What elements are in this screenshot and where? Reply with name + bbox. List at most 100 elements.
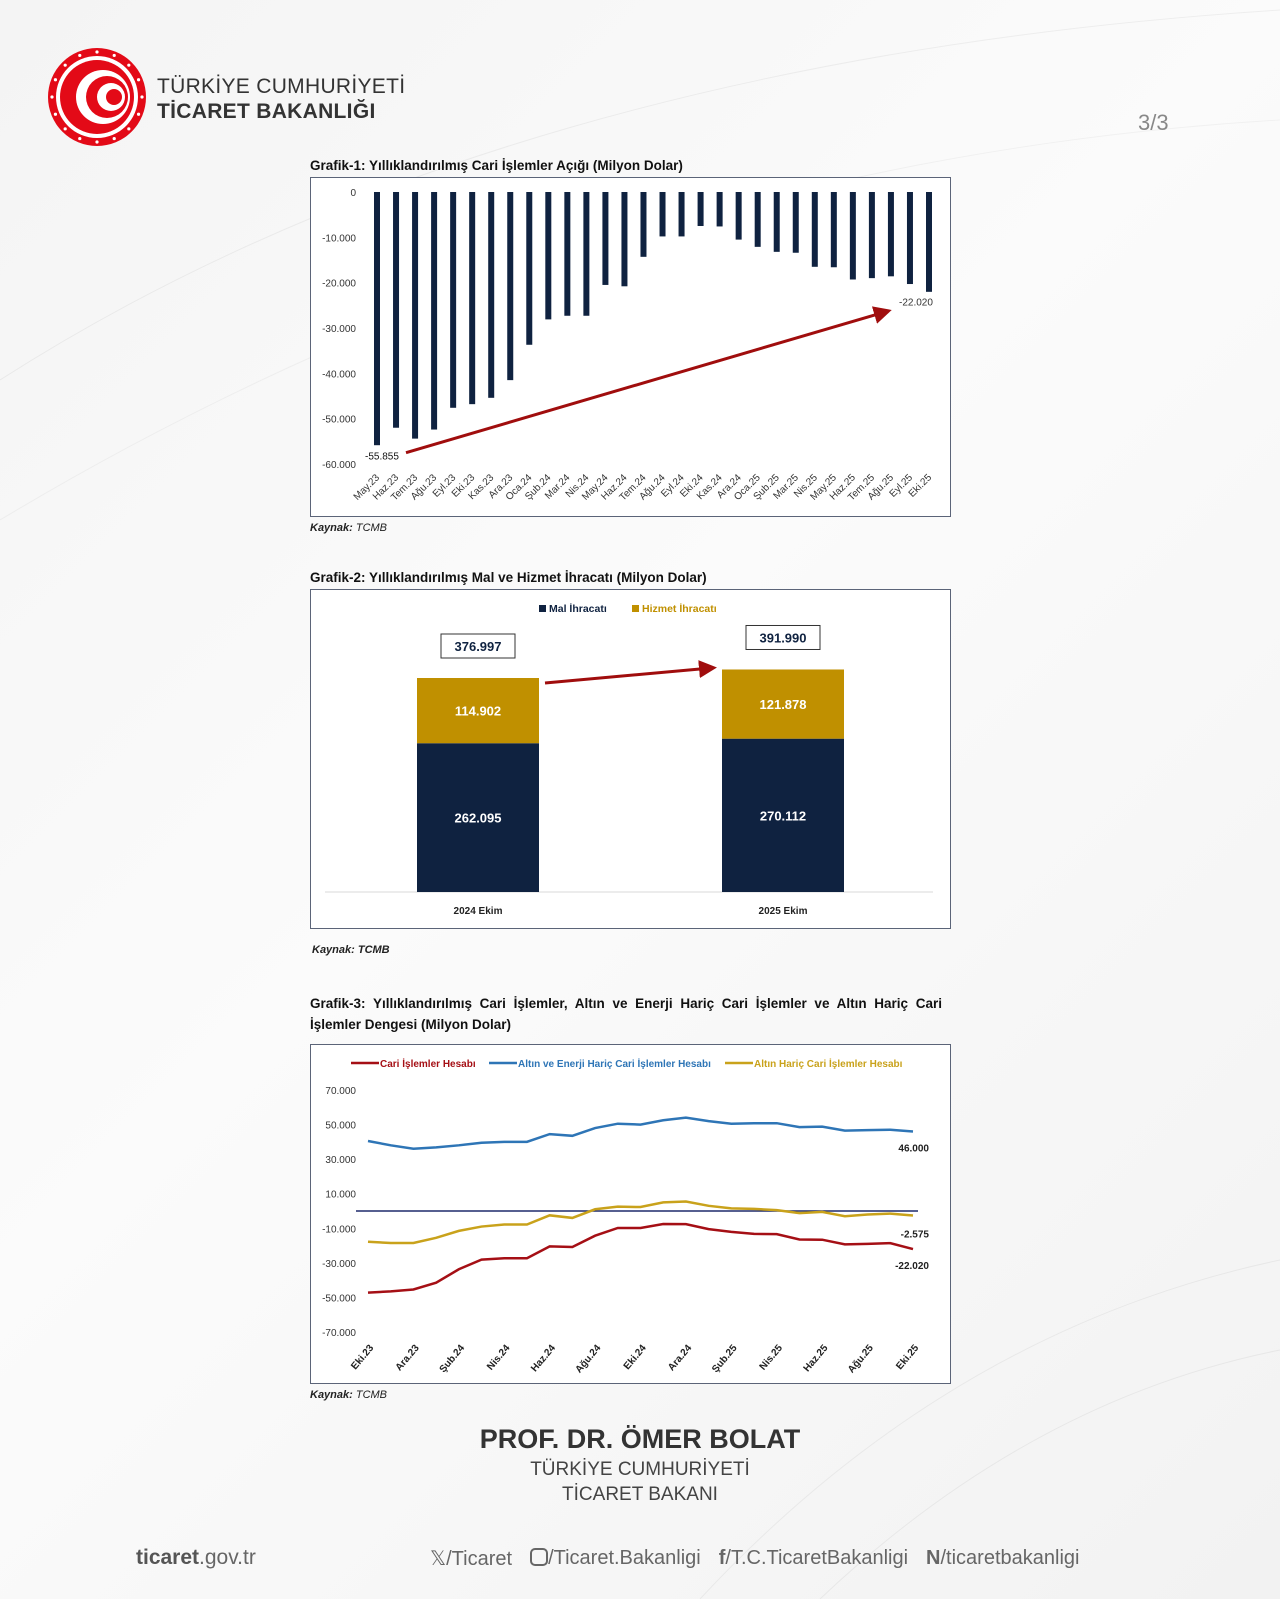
y-tick-label: -50.000	[322, 1293, 356, 1304]
emblem-star	[140, 95, 144, 99]
bar	[678, 192, 685, 237]
x-tick-label: Eki.23	[349, 1343, 376, 1373]
x-tick-label: Ağu.24	[574, 1343, 604, 1376]
bar-segment	[417, 743, 539, 892]
chart3-svg: 70.000 50.000 30.000 10.000 -10.000 -30.000 -5…	[322, 1057, 930, 1376]
instagram-link[interactable]: /Ticaret.Bakanligi	[530, 1547, 701, 1570]
emblem-star	[112, 53, 116, 58]
bar-segment	[722, 738, 844, 892]
bar	[545, 192, 552, 320]
x-tick-label: Haz.24	[529, 1343, 558, 1375]
emblem-star	[78, 136, 82, 141]
bar	[621, 192, 628, 287]
bar-segment	[722, 669, 844, 739]
nsosyal-link[interactable]: N/ticaretbakanligi	[926, 1547, 1079, 1570]
y-tick-label: 30.000	[325, 1155, 356, 1166]
legend-label: Cari İşlemler Hesabı	[380, 1057, 476, 1070]
x-handle: /Ticaret	[446, 1548, 513, 1570]
ministry-emblem-logo	[48, 48, 146, 146]
bar	[868, 192, 875, 279]
minister-name: PROF. DR. ÖMER BOLAT	[479, 1424, 801, 1454]
bar	[849, 192, 856, 280]
chart3-source: Kaynak: TCMB	[310, 1389, 387, 1401]
chart1-svg: 0 -10.000 -20.000 -30.000 -40.000 -50.000 -60.…	[322, 188, 934, 503]
total-box	[745, 624, 821, 650]
x-icon: 𝕏	[430, 1548, 447, 1570]
bar	[526, 192, 533, 345]
page-number: 3/3	[1138, 110, 1169, 135]
chart1-frame: 0 -10.000 -20.000 -30.000 -40.000 -50.000 -60.…	[310, 177, 951, 517]
bar	[507, 192, 514, 381]
bar	[754, 192, 761, 247]
chart2-source: Kaynak: TCMB	[312, 944, 390, 956]
x-link[interactable]: 𝕏/Ticaret	[430, 1546, 512, 1571]
chart2-frame: Mal İhracatı Hizmet İhracatı 262.095 114.90…	[310, 589, 951, 929]
instagram-handle: /Ticaret.Bakanligi	[548, 1547, 701, 1569]
end-value-label: -22.020	[895, 1261, 929, 1272]
y-tick-label: 70.000	[325, 1086, 356, 1097]
site-rest: .gov.tr	[199, 1546, 256, 1569]
legend-swatch	[539, 605, 546, 612]
y-tick-label: -40.000	[322, 369, 356, 380]
growth-arrow	[544, 660, 717, 685]
bar	[697, 192, 704, 226]
legend-swatch	[632, 605, 639, 612]
bar	[640, 192, 647, 257]
end-value-label: -2.575	[901, 1229, 930, 1240]
emblem-star	[136, 112, 141, 116]
y-tick-label: 50.000	[325, 1121, 356, 1132]
y-tick-label: -10.000	[322, 233, 356, 244]
y-tick-label: 0	[350, 188, 356, 199]
x-tick-label: Eki.25	[894, 1343, 921, 1373]
facebook-link[interactable]: f/T.C.TicaretBakanligi	[719, 1547, 908, 1570]
total-label: 376.997	[455, 639, 502, 654]
emblem-star	[127, 63, 131, 67]
ministry-name: TÜRKİYE CUMHURİYETİ TİCARET BAKANLIĞI	[157, 74, 405, 124]
facebook-icon: f	[718, 1547, 726, 1569]
chart2-svg: Mal İhracatı Hizmet İhracatı 262.095 114.90…	[325, 602, 933, 917]
x-tick-label: Eki.24	[622, 1343, 649, 1373]
bar	[469, 192, 476, 405]
chart1-title: Grafik-1: Yıllıklandırılmış Cari İşlemle…	[310, 158, 683, 173]
legend-label: Altın ve Enerji Hariç Cari İşlemler Hesa…	[518, 1057, 711, 1070]
y-tick-label: -20.000	[322, 279, 356, 290]
y-tick-label: -60.000	[322, 460, 356, 471]
chart3-frame: 70.000 50.000 30.000 10.000 -10.000 -30.000 -5…	[310, 1044, 951, 1384]
chart2-title: Grafik-2: Yıllıklandırılmış Mal ve Hizme…	[310, 570, 707, 585]
chart1-source: Kaynak: TCMB	[310, 522, 387, 534]
segment-label: 262.095	[455, 811, 502, 826]
emblem-star	[53, 112, 58, 116]
background-arc	[0, 9, 1280, 381]
bar	[488, 192, 495, 398]
series-line	[367, 1116, 914, 1151]
x-tick-label: Ara.24	[666, 1343, 694, 1374]
segment-label: 114.902	[455, 704, 501, 719]
bar	[583, 192, 590, 316]
emblem-star	[50, 95, 54, 99]
data-label-last: -22.020	[899, 297, 933, 308]
segment-label: 270.112	[760, 808, 806, 823]
y-tick-label: -70.000	[322, 1328, 356, 1339]
source-label: Kaynak:	[310, 1389, 353, 1401]
segment-label: 121.878	[760, 697, 807, 712]
instagram-icon	[530, 1548, 549, 1566]
emblem-star	[95, 50, 99, 54]
bar	[450, 192, 457, 408]
category-label: 2024 Ekim	[454, 906, 503, 917]
emblem-star	[78, 53, 82, 58]
data-label-first: -55.855	[365, 451, 399, 462]
bar	[602, 192, 609, 285]
x-tick-label: Ağu.25	[846, 1343, 876, 1376]
bar	[431, 192, 438, 430]
background-arc	[699, 1259, 1280, 1599]
source-value: TCMB	[357, 944, 390, 956]
bar	[811, 192, 818, 267]
nsosyal-icon: N	[926, 1547, 941, 1569]
bar	[659, 192, 666, 237]
end-value-label: 46.000	[898, 1143, 929, 1154]
legend-label: Hizmet İhracatı	[642, 602, 717, 615]
source-label: Kaynak:	[312, 944, 355, 956]
bar	[564, 192, 571, 316]
website-link[interactable]: ticaret.gov.tr	[136, 1546, 256, 1570]
